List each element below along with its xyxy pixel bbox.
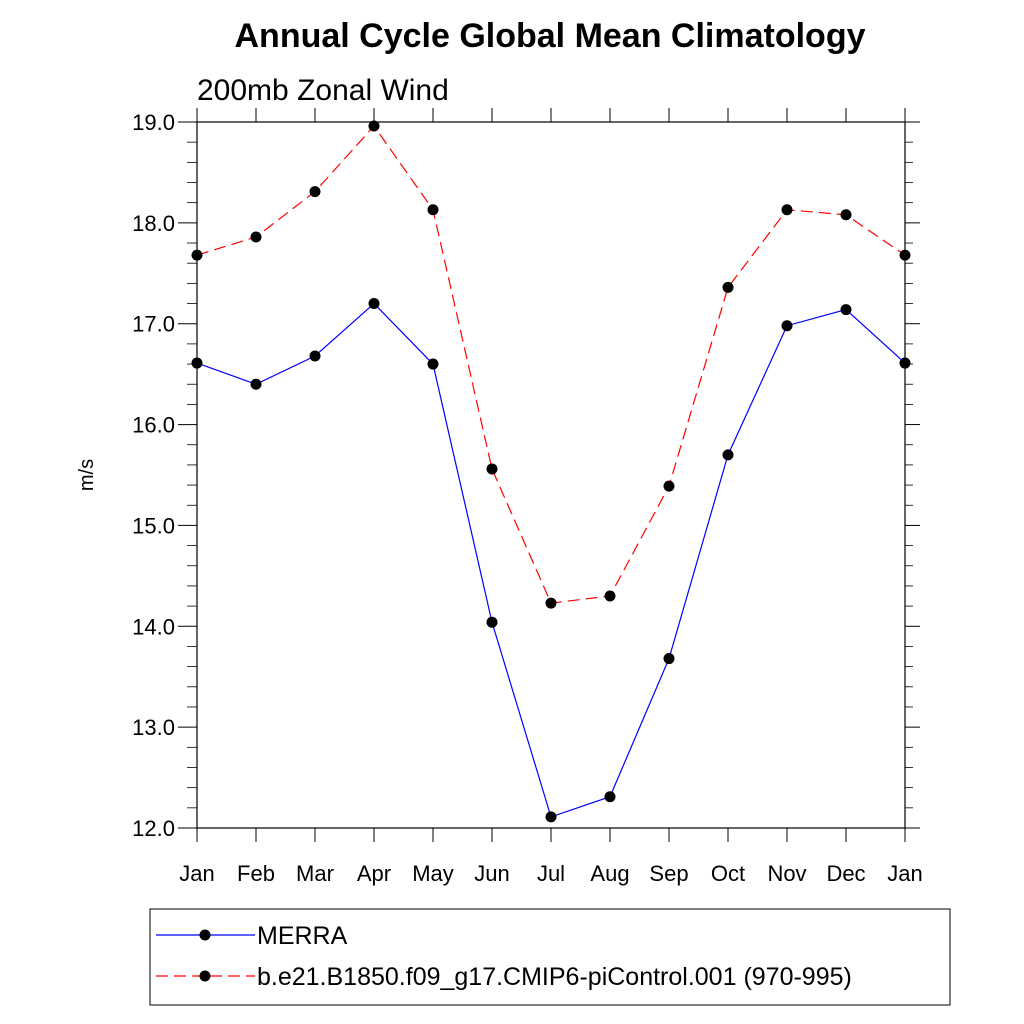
series-1-point	[545, 597, 557, 609]
x-tick-label: Jan	[179, 861, 214, 886]
series-layer	[191, 120, 911, 823]
series-0-point	[427, 358, 439, 370]
x-tick-label: Jul	[537, 861, 565, 886]
y-tick-label: 15.0	[132, 513, 175, 538]
legend-box	[149, 908, 951, 1006]
legend: MERRA b.e21.B1850.f09_g17.CMIP6-piControl…	[156, 922, 852, 991]
y-tick-label: 19.0	[132, 110, 175, 135]
x-tick-label: Sep	[649, 861, 688, 886]
y-tick-label: 18.0	[132, 211, 175, 236]
y-tick-label: 13.0	[132, 715, 175, 740]
series-1-point	[427, 204, 439, 216]
series-0-point	[663, 653, 675, 665]
series-0-point	[840, 304, 852, 316]
series-0-point	[191, 357, 203, 369]
series-line-1	[196, 125, 906, 604]
chart-title: Annual Cycle Global Mean Climatology	[235, 17, 866, 55]
x-tick-label: Oct	[711, 861, 745, 886]
series-0-point	[604, 791, 616, 803]
x-tick-label: Mar	[296, 861, 334, 886]
axis-ticks	[178, 108, 920, 842]
series-1-point	[604, 590, 616, 602]
series-0-point	[781, 320, 793, 332]
series-0-point	[368, 298, 380, 310]
series-1-point	[486, 463, 498, 475]
y-axis-label: m/s	[76, 459, 98, 491]
series-0-point	[899, 357, 911, 369]
series-0-point	[309, 350, 321, 362]
legend-marker-1	[199, 970, 211, 982]
series-1-point	[250, 231, 262, 243]
chart-subtitle: 200mb Zonal Wind	[197, 74, 449, 107]
series-1-point	[781, 204, 793, 216]
legend-label-0: MERRA	[257, 922, 348, 950]
series-1-point	[722, 281, 734, 293]
series-1-point	[663, 480, 675, 492]
y-tick-label: 17.0	[132, 312, 175, 337]
series-1-point	[368, 120, 380, 132]
series-1-point	[840, 209, 852, 221]
x-tick-label: Jan	[887, 861, 922, 886]
x-tick-label: Feb	[237, 861, 275, 886]
x-tick-label: Apr	[357, 861, 391, 886]
y-tick-label: 12.0	[132, 816, 175, 841]
series-0-point	[486, 616, 498, 628]
series-line-0	[196, 302, 906, 818]
legend-marker-0	[199, 929, 211, 941]
legend-label-1: b.e21.B1850.f09_g17.CMIP6-piControl.001 …	[257, 963, 852, 991]
series-0-point	[250, 378, 262, 390]
y-tick-label: 16.0	[132, 413, 175, 438]
series-1-point	[309, 186, 321, 198]
series-1-point	[899, 249, 911, 261]
series-0-point	[722, 449, 734, 461]
series-1-point	[191, 249, 203, 261]
y-tick-label: 14.0	[132, 614, 175, 639]
x-tick-label: Aug	[590, 861, 629, 886]
x-tick-label: Nov	[767, 861, 806, 886]
axis-tick-labels: 12.0 13.0 14.0 15.0 16.0 17.0 18.0 19.0 Jan Feb Ma…	[132, 110, 923, 886]
plot-frame	[196, 121, 906, 829]
x-tick-label: Jun	[474, 861, 509, 886]
x-tick-label: Dec	[826, 861, 865, 886]
series-0-point	[545, 811, 557, 823]
x-tick-label: May	[412, 861, 454, 886]
